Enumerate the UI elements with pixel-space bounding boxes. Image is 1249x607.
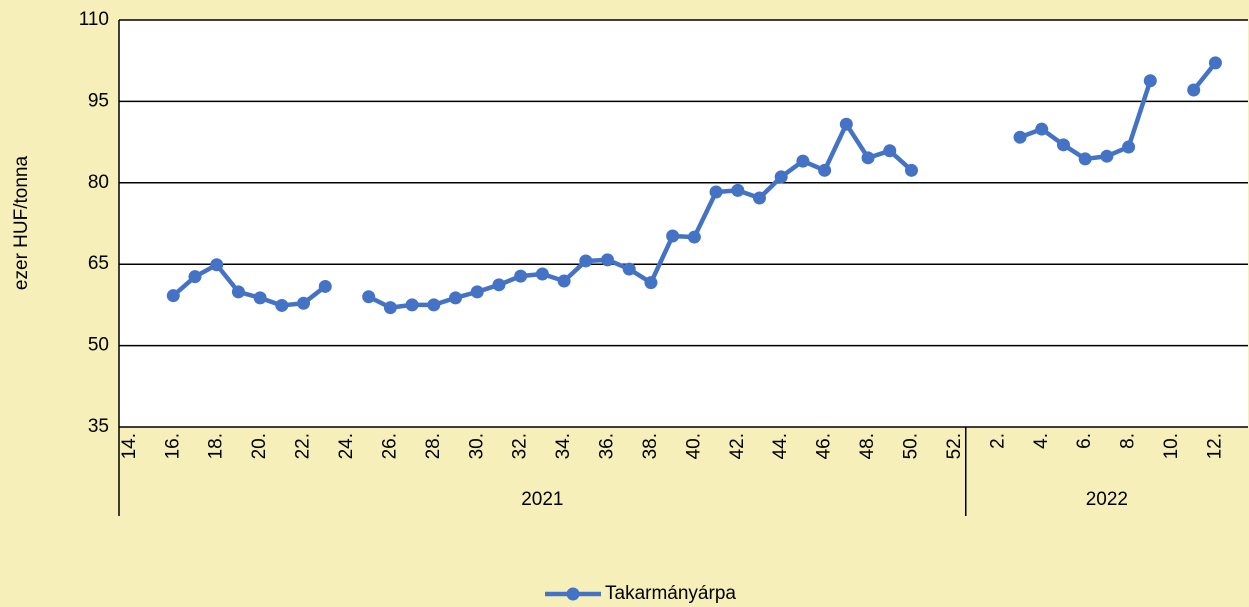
y-tick-label: 50	[88, 335, 109, 356]
x-tick-label: 28.	[423, 433, 444, 459]
x-tick-label: 12.	[1204, 433, 1225, 459]
x-tick-label: 32.	[510, 433, 531, 459]
marker	[774, 170, 788, 184]
marker	[166, 289, 180, 303]
x-group-label: 2021	[521, 489, 563, 510]
x-tick-label: 4.	[1031, 433, 1052, 449]
marker	[796, 154, 810, 168]
x-tick-label: 8.	[1118, 433, 1139, 449]
x-tick-label: 52.	[944, 433, 965, 459]
x-tick-label: 26.	[379, 433, 400, 459]
marker	[362, 290, 376, 304]
marker	[1143, 74, 1157, 88]
marker	[253, 291, 267, 305]
x-tick-label: 16.	[162, 433, 183, 459]
y-axis-label: ezer HUF/tonna	[11, 156, 32, 291]
marker	[1035, 122, 1049, 136]
marker	[210, 258, 224, 272]
marker	[904, 163, 918, 177]
marker	[1100, 149, 1114, 163]
y-tick-label: 35	[88, 416, 109, 437]
marker	[622, 262, 636, 276]
marker	[492, 278, 506, 292]
x-tick-label: 46.	[814, 433, 835, 459]
marker	[1013, 130, 1027, 144]
y-tick-label: 80	[88, 172, 109, 193]
marker	[535, 267, 549, 281]
marker	[275, 298, 289, 312]
legend-label: Takarmányárpa	[605, 583, 736, 604]
y-tick-label: 95	[88, 90, 109, 111]
marker	[666, 229, 680, 243]
marker	[1056, 138, 1070, 152]
marker	[644, 276, 658, 290]
x-tick-label: 20.	[249, 433, 270, 459]
x-tick-label: 18.	[206, 433, 227, 459]
x-tick-label: 22.	[293, 433, 314, 459]
y-tick-label: 65	[88, 253, 109, 274]
marker	[883, 144, 897, 158]
marker	[188, 270, 202, 284]
marker	[687, 230, 701, 244]
legend-marker	[566, 587, 580, 601]
marker	[1122, 140, 1136, 154]
plot-area	[119, 20, 1248, 427]
marker	[731, 183, 745, 197]
x-tick-label: 40.	[683, 433, 704, 459]
marker	[709, 185, 723, 199]
marker	[427, 298, 441, 312]
marker	[514, 269, 528, 283]
marker	[752, 191, 766, 205]
marker	[1078, 152, 1092, 166]
x-tick-label: 48.	[857, 433, 878, 459]
x-tick-label: 50.	[900, 433, 921, 459]
x-tick-label: 2.	[987, 433, 1008, 449]
x-group-label: 2022	[1086, 489, 1128, 510]
x-tick-label: 38.	[640, 433, 661, 459]
marker	[1187, 83, 1201, 97]
marker	[405, 298, 419, 312]
x-tick-label: 44.	[770, 433, 791, 459]
marker	[449, 291, 463, 305]
marker	[470, 285, 484, 299]
x-tick-label: 30.	[466, 433, 487, 459]
x-tick-label: 34.	[553, 433, 574, 459]
marker	[839, 117, 853, 131]
x-tick-label: 36.	[597, 433, 618, 459]
marker	[579, 254, 593, 268]
marker	[383, 301, 397, 315]
marker	[1208, 56, 1222, 70]
marker	[601, 253, 615, 267]
marker	[861, 151, 875, 165]
marker	[318, 279, 332, 293]
x-tick-label: 10.	[1161, 433, 1182, 459]
x-tick-label: 6.	[1074, 433, 1095, 449]
x-tick-label: 24.	[336, 433, 357, 459]
marker	[557, 274, 571, 288]
x-tick-label: 14.	[119, 433, 140, 459]
marker	[818, 163, 832, 177]
marker	[231, 285, 245, 299]
y-tick-label: 110	[79, 9, 109, 30]
x-tick-label: 42.	[727, 433, 748, 459]
marker	[297, 296, 311, 310]
